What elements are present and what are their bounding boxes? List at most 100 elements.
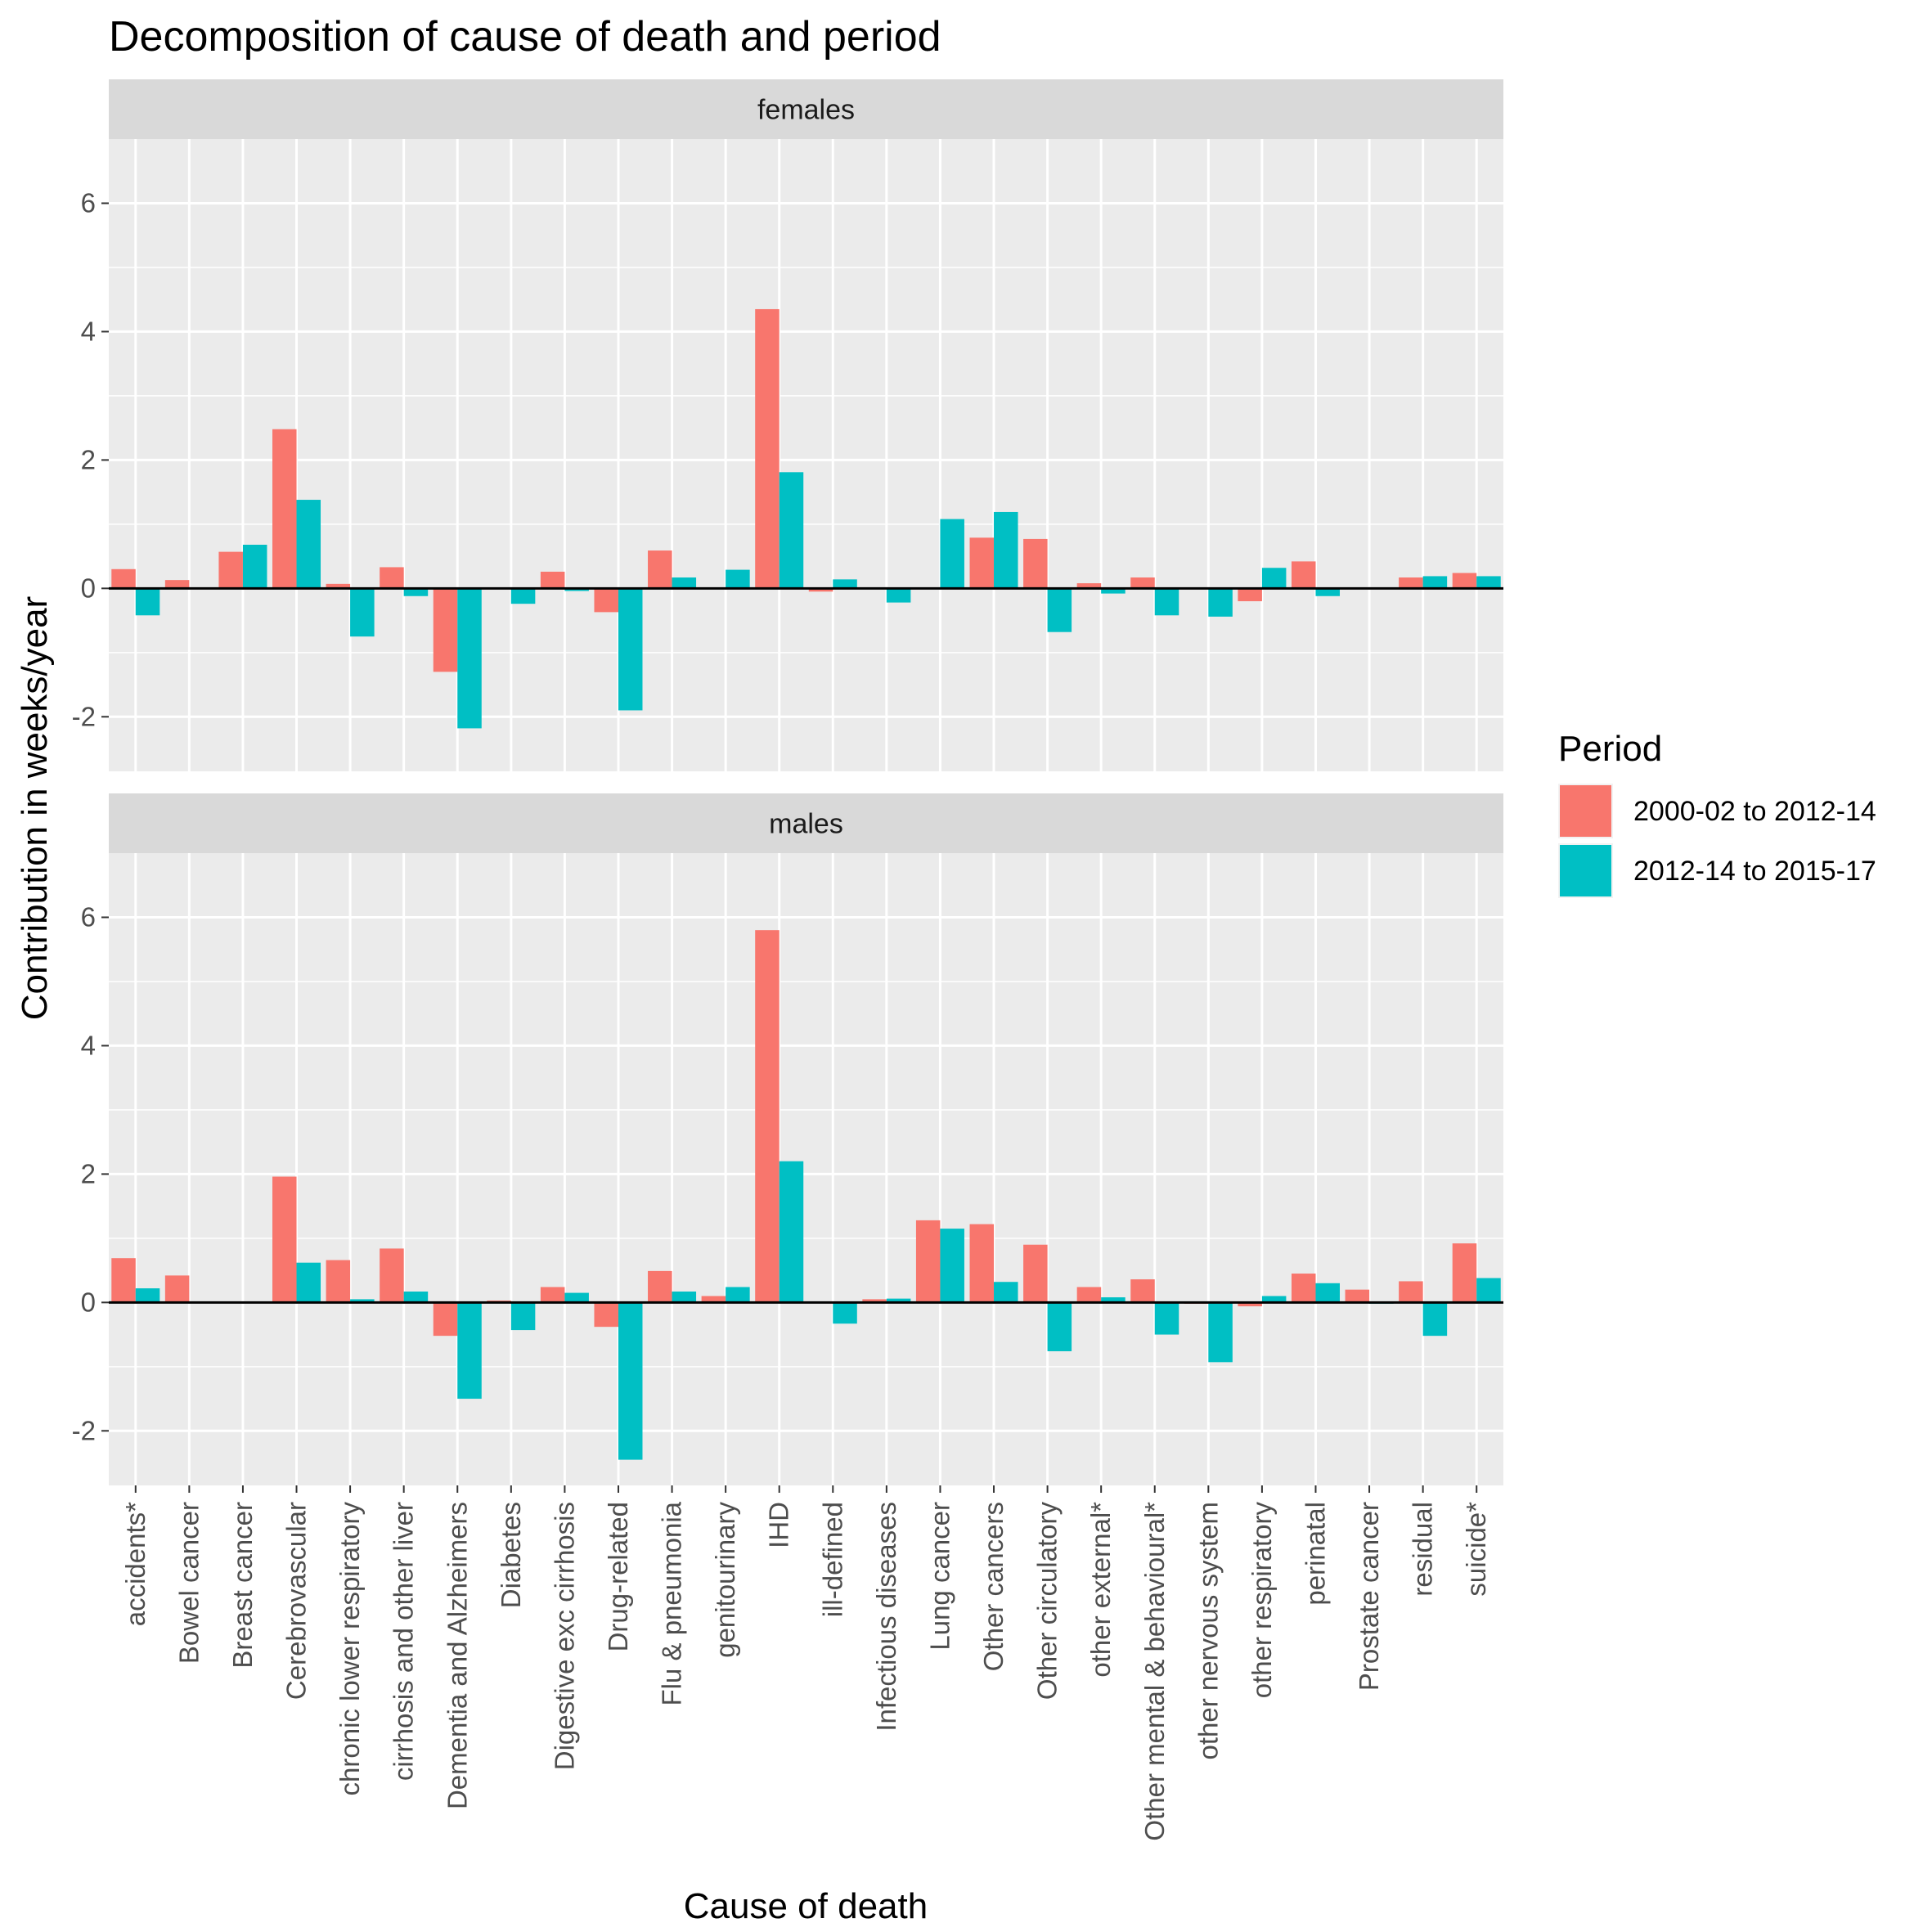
bar-females-period2 <box>726 569 750 589</box>
facet-strip <box>109 79 1503 139</box>
y-tick-label: 2 <box>81 444 96 474</box>
x-tick-label: Prostate cancer <box>1354 1502 1384 1691</box>
bar-females-period2 <box>672 577 697 589</box>
bar-females-period1 <box>648 550 672 589</box>
bar-females-period1 <box>808 588 833 592</box>
bar-males-period2 <box>1261 1296 1287 1303</box>
bar-males-period1 <box>111 1258 136 1303</box>
bar-males-period2 <box>779 1161 804 1303</box>
bar-males-period1 <box>915 1220 941 1303</box>
y-tick-label: 0 <box>81 573 96 603</box>
legend-swatch <box>1560 785 1611 837</box>
bar-females-period1 <box>326 583 351 589</box>
bar-males-period1 <box>326 1260 351 1303</box>
y-axis-title: Contribution in weeks/year <box>15 596 55 1020</box>
x-tick-label: Infectious diseases <box>871 1502 901 1732</box>
bar-females-period2 <box>779 472 804 589</box>
bar-females-period1 <box>1452 573 1477 589</box>
bar-males-period1 <box>1452 1243 1477 1303</box>
bar-males-period2 <box>296 1262 321 1303</box>
bar-females-period2 <box>1476 576 1501 589</box>
bar-males-period1 <box>380 1248 404 1303</box>
bar-males-period1 <box>1076 1287 1102 1303</box>
x-tick-label: Digestive exc cirrhosis <box>549 1502 579 1770</box>
bar-females-period2 <box>1101 588 1126 594</box>
bar-females-period2 <box>135 588 160 616</box>
bar-females-period1 <box>272 429 297 589</box>
legend-swatch <box>1560 845 1611 896</box>
x-tick-label: Drug-related <box>603 1502 633 1651</box>
bar-females-period2 <box>1154 588 1179 616</box>
bar-males-period2 <box>726 1287 750 1303</box>
panel-females: females -2 0 2 4 6 <box>72 79 1503 771</box>
bar-females-period2 <box>940 519 964 589</box>
bar-females-period2 <box>994 511 1018 589</box>
bar-females-period2 <box>833 579 857 589</box>
bar-females-period1 <box>380 567 404 589</box>
y-axis-males: -2 0 2 4 6 <box>72 901 109 1445</box>
bar-females-period1 <box>433 588 458 672</box>
y-tick-label: 4 <box>81 316 96 346</box>
bar-males-period1 <box>862 1299 887 1303</box>
bar-males-period1 <box>1345 1289 1370 1303</box>
facet-strip <box>109 793 1503 853</box>
bar-females-period2 <box>350 588 375 637</box>
x-tick-label: Dementia and Alzheimers <box>442 1502 472 1809</box>
x-tick-label: other external* <box>1085 1502 1116 1678</box>
bar-males-period1 <box>1291 1274 1316 1303</box>
legend-title: Period <box>1558 729 1662 769</box>
bar-males-period2 <box>350 1299 375 1303</box>
bar-females-period2 <box>1261 568 1287 589</box>
bar-females-period1 <box>1238 588 1262 602</box>
bar-males-period2 <box>994 1282 1018 1303</box>
panel-background <box>109 853 1503 1485</box>
x-tick-label: Diabetes <box>496 1502 526 1608</box>
bar-males-period2 <box>1154 1302 1179 1335</box>
facet-strip-label: males <box>769 809 843 840</box>
x-tick-label: Other circulatory <box>1032 1502 1063 1701</box>
bar-males-period2 <box>886 1298 911 1303</box>
panel-males: males -2 0 2 4 6 <box>72 793 1503 1485</box>
bar-females-period2 <box>1315 588 1340 596</box>
y-tick-label: 0 <box>81 1287 96 1317</box>
bar-males-period2 <box>1476 1278 1501 1303</box>
facet-strip-label: females <box>757 95 855 126</box>
x-tick-label: Other cancers <box>978 1502 1009 1671</box>
bar-males-period2 <box>1422 1302 1448 1337</box>
bar-females-period2 <box>1208 588 1233 617</box>
bar-females-period1 <box>1076 583 1102 589</box>
bar-females-period2 <box>403 588 429 596</box>
x-tick-label: cirrhosis and other liver <box>389 1502 419 1781</box>
y-tick-label: 6 <box>81 901 96 932</box>
bar-females-period2 <box>1047 588 1072 632</box>
bar-females-period2 <box>1422 576 1448 589</box>
bar-males-period1 <box>272 1176 297 1303</box>
y-tick-label: 6 <box>81 187 96 218</box>
bar-males-period1 <box>540 1287 565 1303</box>
bar-males-period1 <box>1130 1279 1155 1303</box>
x-tick-label: chronic lower respiratory <box>335 1502 365 1796</box>
bar-females-period2 <box>242 544 267 589</box>
bar-males-period1 <box>701 1296 726 1303</box>
bar-females-period1 <box>755 308 780 589</box>
bars-males <box>111 930 1501 1460</box>
bar-females-period1 <box>1291 561 1316 589</box>
bar-females-period1 <box>218 551 243 589</box>
bar-males-period2 <box>564 1292 589 1303</box>
chart-title: Decomposition of cause of death and peri… <box>109 13 941 61</box>
legend-label: 2012-14 to 2015-17 <box>1633 856 1876 887</box>
x-tick-label: IHD <box>764 1502 794 1548</box>
bar-males-period2 <box>618 1302 643 1460</box>
bar-males-period1 <box>433 1302 458 1337</box>
bar-males-period1 <box>594 1302 618 1328</box>
bar-males-period1 <box>1023 1244 1048 1303</box>
x-tick-label: genitourinary <box>710 1502 740 1658</box>
bar-males-period2 <box>1101 1297 1126 1303</box>
legend-label: 2000-02 to 2012-14 <box>1633 796 1876 827</box>
x-tick-label: Lung cancer <box>924 1502 955 1651</box>
bar-females-period2 <box>457 588 482 729</box>
x-axis-title: Cause of death <box>684 1886 928 1926</box>
bar-females-period1 <box>1023 538 1048 589</box>
x-tick-label: Breast cancer <box>227 1502 258 1669</box>
